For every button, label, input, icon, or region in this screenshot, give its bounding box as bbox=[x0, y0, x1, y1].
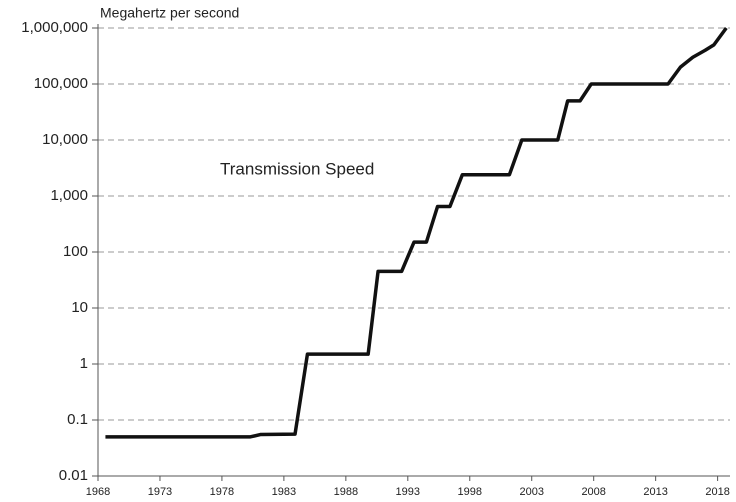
x-tick-label: 2018 bbox=[705, 486, 729, 498]
y-tick-label: 100,000 bbox=[34, 75, 88, 92]
y-tick-label: 10 bbox=[71, 299, 88, 316]
x-tick-label: 1988 bbox=[334, 486, 358, 498]
x-tick-label: 1978 bbox=[210, 486, 234, 498]
x-tick-label: 1973 bbox=[148, 486, 172, 498]
y-axis-label: Megahertz per second bbox=[100, 5, 239, 21]
y-tick-label: 0.1 bbox=[67, 411, 88, 428]
annotation: Transmission Speed bbox=[220, 159, 374, 178]
x-tick-label: 2013 bbox=[643, 486, 667, 498]
y-tick-label: 1,000,000 bbox=[21, 19, 88, 36]
x-tick-label: 2008 bbox=[581, 486, 605, 498]
y-tick-label: 100 bbox=[63, 243, 88, 260]
y-tick-label: 1 bbox=[80, 355, 88, 372]
line bbox=[105, 26, 728, 439]
y-tick-label: 1,000 bbox=[50, 187, 88, 204]
x-tick-label: 1983 bbox=[272, 486, 296, 498]
x-tick-label: 1998 bbox=[458, 486, 482, 498]
x-tick-label: 2003 bbox=[519, 486, 543, 498]
x-tick-label: 1993 bbox=[396, 486, 420, 498]
y-tick-label: 0.01 bbox=[59, 467, 88, 484]
x-tick-label: 1968 bbox=[86, 486, 110, 498]
y-tick-label: 10,000 bbox=[42, 131, 88, 148]
